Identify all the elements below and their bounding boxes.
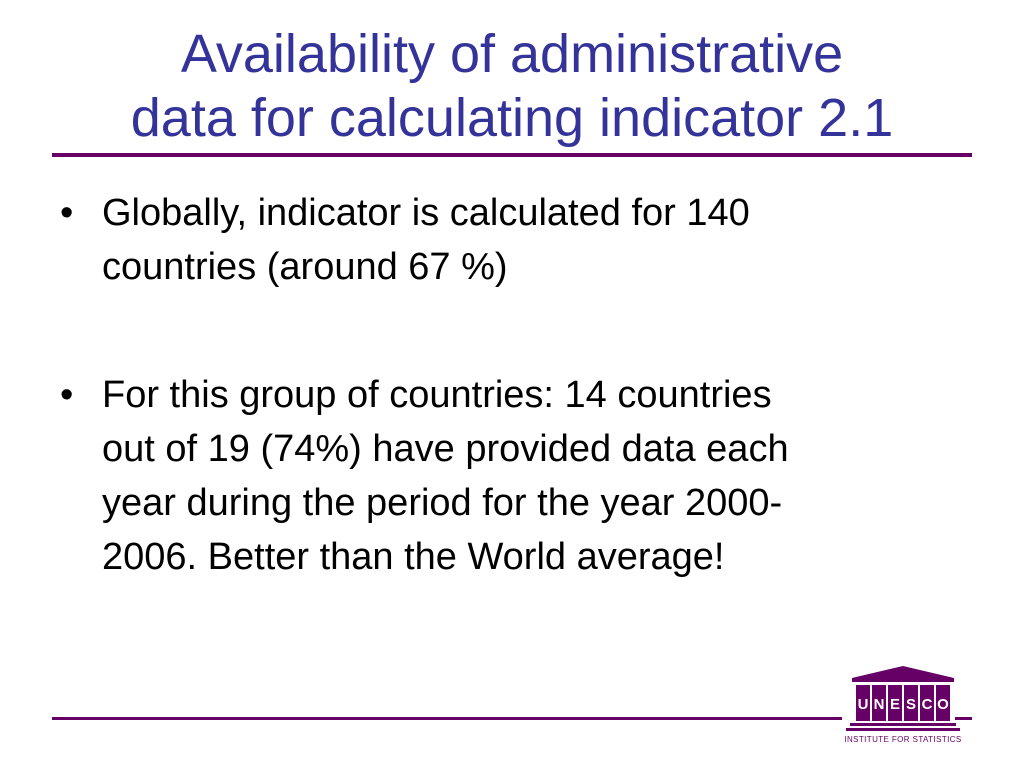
bullet-line: countries (around 67 %): [102, 246, 508, 288]
unesco-logo: U N E S C O INSTITUTE FOR STATISTICS: [838, 664, 968, 750]
svg-text:C: C: [922, 696, 933, 713]
svg-text:U: U: [858, 696, 869, 713]
bullet-line: 2006. Better than the World average!: [102, 536, 725, 578]
title-divider: [52, 153, 972, 157]
unesco-letters: U N E S C O: [858, 696, 950, 713]
title-line: Availability of administrative: [180, 24, 844, 84]
bullet-item: • For this group of countries: 14 countr…: [60, 368, 960, 584]
svg-text:O: O: [937, 696, 949, 713]
svg-text:N: N: [874, 696, 885, 713]
slide-title: Availability of administrative data for …: [20, 22, 1004, 150]
bullet-line: out of 19 (74%) have provided data each: [102, 428, 789, 470]
bullet-dot-icon: •: [60, 374, 74, 416]
unesco-temple-icon: U N E S C O: [846, 666, 960, 731]
bullet-text: For this group of countries: 14 countrie…: [102, 374, 789, 578]
bullet-line: Globally, indicator is calculated for 14…: [102, 192, 750, 234]
bullet-text: Globally, indicator is calculated for 14…: [102, 192, 750, 288]
bullet-dot-icon: •: [60, 192, 74, 234]
bullet-line: For this group of countries: 14 countrie…: [102, 374, 772, 416]
title-line: data for calculating indicator 2.1: [130, 88, 894, 148]
footer-divider-end: [955, 717, 972, 720]
svg-text:S: S: [906, 696, 916, 713]
bullet-line: year during the period for the year 2000…: [102, 482, 783, 524]
bullet-list: • Globally, indicator is calculated for …: [60, 186, 960, 658]
bullet-item: • Globally, indicator is calculated for …: [60, 186, 960, 294]
svg-text:E: E: [890, 696, 900, 713]
logo-subtitle: INSTITUTE FOR STATISTICS: [844, 735, 962, 744]
footer-divider: [52, 717, 842, 720]
